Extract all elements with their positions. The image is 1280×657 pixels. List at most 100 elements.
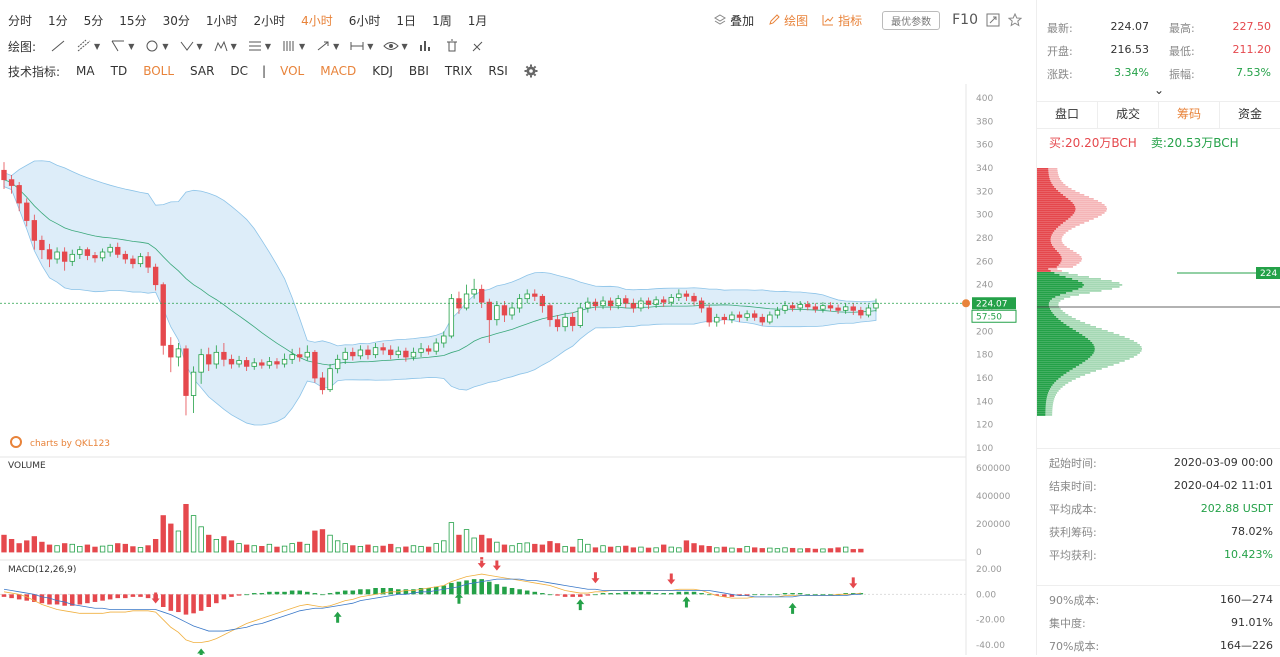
best-params-button[interactable]: 最优参数 — [882, 10, 941, 30]
chip-bar-dark — [1037, 322, 1064, 324]
buy-value: 20.20万BCH — [1065, 136, 1137, 150]
chip-bar-dark — [1037, 380, 1057, 382]
draw-button[interactable]: 绘图 — [768, 12, 808, 29]
candle-body — [24, 202, 30, 221]
interval-2[interactable]: 5分 — [83, 13, 104, 28]
overlay-label: 叠加 — [730, 13, 755, 28]
macd-hist-bar — [267, 591, 272, 595]
indicator-bbi[interactable]: BBI — [408, 64, 429, 78]
interval-8[interactable]: 6小时 — [348, 13, 381, 28]
macd-hist-bar — [752, 594, 757, 596]
fullscreen-icon[interactable] — [986, 13, 1000, 27]
macd-hist-bar — [403, 589, 409, 595]
open-label: 开盘: — [1047, 44, 1073, 58]
volume-bar — [334, 540, 341, 553]
interval-7[interactable]: 4小时 — [301, 13, 333, 28]
channel-tool[interactable]: ▼ — [110, 39, 134, 53]
macd-hist-bar — [615, 593, 621, 595]
info-row: 70%成本: 164—226 — [1037, 634, 1280, 657]
price-tick: 320 — [976, 187, 993, 197]
candle-body — [425, 348, 432, 352]
macd-hist-bar — [297, 590, 302, 595]
levels-tool[interactable]: ▼ — [247, 39, 271, 53]
indicator-vol[interactable]: VOL — [280, 64, 305, 78]
side-tab-2[interactable]: 筹码 — [1159, 102, 1220, 128]
volume-bar — [501, 544, 508, 553]
candle-body — [615, 298, 621, 307]
chip-bar-dark — [1037, 408, 1046, 410]
overlay-button[interactable]: 叠加 — [714, 12, 754, 29]
expand-chevron-icon[interactable]: ⌄ — [1153, 83, 1165, 97]
bars-tool[interactable] — [418, 39, 434, 53]
settings-gear-icon[interactable] — [524, 64, 538, 78]
arrow-tool[interactable]: ▼ — [315, 39, 339, 53]
info-value: 91.01% — [1231, 616, 1273, 629]
candle-body — [183, 348, 189, 396]
chip-bar-dark — [1037, 336, 1086, 338]
ray-tool[interactable]: ▼ — [76, 39, 100, 53]
line-tool[interactable] — [50, 39, 66, 53]
volume-bar — [152, 538, 159, 553]
interval-1[interactable]: 1分 — [48, 13, 68, 28]
macd-hist-bar — [259, 593, 265, 595]
volume-bar — [198, 526, 204, 553]
measure-tool[interactable]: ▼ — [349, 39, 373, 53]
side-tab-1[interactable]: 成交 — [1098, 102, 1159, 128]
shape-tool[interactable]: ▼ — [144, 39, 169, 53]
volume-bar — [228, 540, 235, 553]
hide-tool[interactable] — [470, 39, 486, 53]
indicator-sar[interactable]: SAR — [190, 64, 215, 78]
fib-tool[interactable]: ▼ — [179, 39, 203, 53]
side-tab-0[interactable]: 盘口 — [1037, 102, 1098, 128]
chip-bar-dark — [1037, 218, 1069, 220]
interval-9[interactable]: 1日 — [396, 13, 417, 28]
delete-tool[interactable] — [444, 39, 460, 53]
pattern-tool[interactable]: ▼ — [213, 39, 237, 53]
indicator-td[interactable]: TD — [110, 64, 128, 78]
indicator-macd[interactable]: MACD — [320, 64, 357, 78]
candle-body — [77, 249, 83, 255]
interval-0[interactable]: 分时 — [8, 13, 33, 28]
side-tab-3[interactable]: 资金 — [1220, 102, 1280, 128]
macd-hist-bar — [600, 593, 606, 595]
interval-3[interactable]: 15分 — [119, 13, 147, 28]
volume-bar — [327, 534, 333, 553]
volume-bar — [463, 529, 470, 553]
candle-body — [388, 349, 394, 356]
price-tick: 180 — [976, 351, 993, 361]
f10-button[interactable]: F10 — [952, 12, 978, 28]
interval-5[interactable]: 1小时 — [205, 13, 238, 28]
candle-body — [782, 305, 788, 311]
macd-tick: -40.00 — [976, 641, 1005, 651]
star-icon[interactable] — [1008, 13, 1022, 27]
chip-bar-dark — [1037, 228, 1057, 230]
chip-bar-dark — [1037, 364, 1080, 366]
chip-bar-dark — [1037, 244, 1053, 246]
chip-bar-dark — [1037, 266, 1057, 268]
indicator-button[interactable]: 指标 — [822, 12, 862, 29]
indicator-ma[interactable]: MA — [76, 64, 95, 78]
marker-tool[interactable]: ▼ — [383, 39, 408, 53]
volume-bar — [236, 543, 242, 553]
candle-body — [463, 293, 470, 309]
interval-10[interactable]: 1周 — [432, 13, 452, 28]
info-key: 集中度: — [1049, 616, 1086, 630]
candle-body — [130, 258, 136, 265]
indicator-rsi[interactable]: RSI — [488, 64, 508, 78]
indicator-kdj[interactable]: KDJ — [372, 64, 393, 78]
chart-area[interactable]: 4003803603403203002802602402202001801601… — [0, 84, 1034, 655]
volume-bar — [592, 547, 599, 553]
interval-11[interactable]: 1月 — [467, 13, 488, 28]
indicator-trix[interactable]: TRIX — [444, 64, 473, 78]
chip-bar-dark — [1037, 264, 1059, 266]
macd-hist-bar — [130, 594, 136, 597]
volume-bar — [516, 543, 523, 553]
interval-6[interactable]: 2小时 — [253, 13, 286, 28]
eye-icon — [383, 42, 400, 50]
gann-tool[interactable]: ▼ — [281, 39, 305, 53]
indicator-boll[interactable]: BOLL — [143, 64, 175, 78]
buy-signal-arrow — [788, 602, 797, 614]
macd-hist-bar — [532, 591, 538, 595]
interval-4[interactable]: 30分 — [162, 13, 190, 28]
indicator-dc[interactable]: DC — [230, 64, 249, 78]
